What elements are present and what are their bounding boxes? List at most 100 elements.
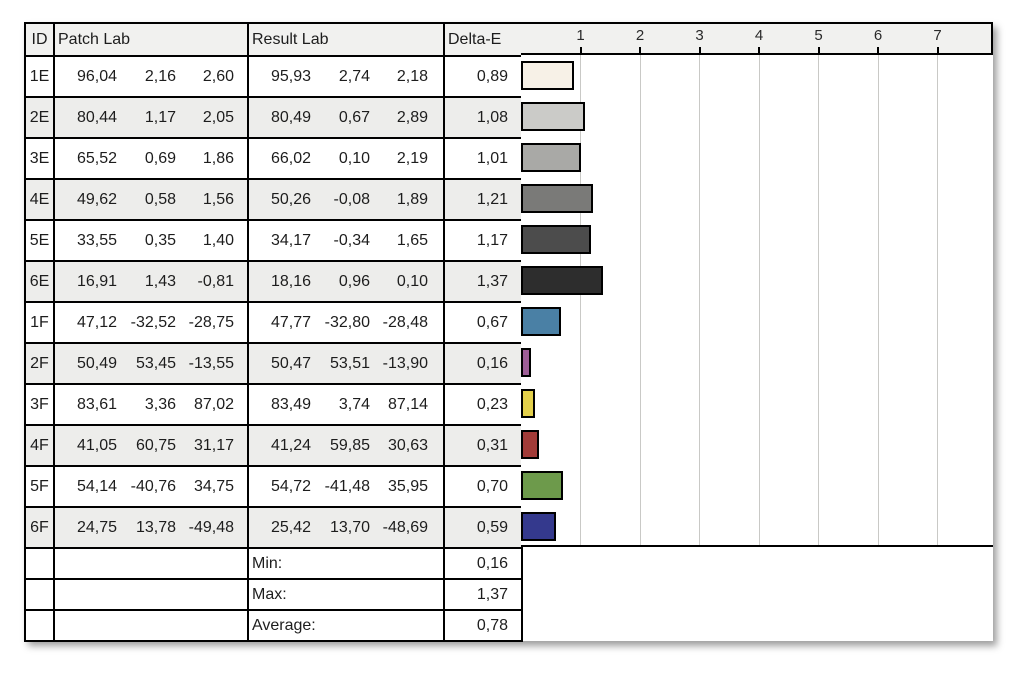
table-row: 4E 49,62 0,58 1,56 50,26 -0,08 1,89 1,21	[24, 178, 523, 221]
patch-id-cell: 5F	[24, 465, 55, 508]
lab-l-value: 80,49	[270, 108, 311, 126]
lab-b-value: 30,63	[387, 436, 428, 454]
axis-tick-label: 1	[576, 27, 585, 44]
summary-value-cell: 0,16	[443, 547, 523, 580]
chart-gridline	[937, 55, 938, 545]
delta-e-value-cell: 0,70	[443, 465, 523, 508]
summary-empty-patch-cell	[53, 578, 249, 611]
patch-id-cell: 2E	[24, 96, 55, 139]
patch-id-cell: 5E	[24, 219, 55, 262]
patch-lab-values: 33,55 0,35 1,40	[56, 231, 246, 250]
patch-id-cell: 3F	[24, 383, 55, 426]
lab-l-value: 33,55	[76, 231, 117, 249]
summary-row: Min: 0,16	[24, 547, 523, 580]
lab-a-value: 0,35	[144, 231, 176, 249]
patch-lab-cell: 50,49 53,45 -13,55	[53, 342, 249, 385]
result-lab-values: 47,77 -32,80 -28,48	[250, 313, 442, 332]
table-row: 1E 96,04 2,16 2,60 95,93 2,74 2,18 0,89	[24, 55, 523, 98]
table-row: 5F 54,14 -40,76 34,75 54,72 -41,48 35,95…	[24, 465, 523, 508]
lab-a-value: 13,70	[329, 518, 370, 536]
lab-b-value: 2,60	[202, 67, 234, 85]
lab-b-value: 1,56	[202, 190, 234, 208]
axis-tick-mark	[936, 47, 939, 53]
patch-lab-cell: 65,52 0,69 1,86	[53, 137, 249, 180]
axis-tick-mark	[698, 47, 701, 53]
table-row: 2F 50,49 53,45 -13,55 50,47 53,51 -13,90…	[24, 342, 523, 385]
lab-a-value: 3,36	[144, 395, 176, 413]
lab-a-value: 0,96	[338, 272, 370, 290]
lab-b-value: 31,17	[193, 436, 234, 454]
lab-a-value: 60,75	[135, 436, 176, 454]
lab-l-value: 83,49	[270, 395, 311, 413]
result-lab-values: 34,17 -0,34 1,65	[250, 232, 442, 250]
patch-lab-cell: 33,55 0,35 1,40	[53, 219, 249, 262]
lab-b-value: 0,10	[396, 272, 428, 290]
result-lab-cell: 34,17 -0,34 1,65	[247, 219, 445, 262]
summary-empty-patch-cell	[53, 609, 249, 642]
table-row: 3F 83,61 3,36 87,02 83,49 3,74 87,14 0,2…	[24, 383, 523, 426]
patch-lab-values: 41,05 60,75 31,17	[56, 436, 246, 455]
result-lab-cell: 54,72 -41,48 35,95	[247, 465, 445, 508]
lab-l-value: 41,05	[76, 436, 117, 454]
table-row: 6E 16,91 1,43 -0,81 18,16 0,96 0,10 1,37	[24, 260, 523, 303]
table-row: 3E 65,52 0,69 1,86 66,02 0,10 2,19 1,01	[24, 137, 523, 180]
delta-e-value-cell: 0,16	[443, 342, 523, 385]
patch-id-cell: 2F	[24, 342, 55, 385]
patch-lab-cell: 80,44 1,17 2,05	[53, 96, 249, 139]
column-header-patch: Patch Lab	[53, 22, 249, 57]
axis-tick-mark	[639, 47, 641, 53]
delta-e-bar-2E	[521, 102, 586, 131]
chart-plot	[521, 55, 993, 547]
lab-a-value: -0,08	[333, 190, 370, 208]
lab-b-value: 2,05	[202, 108, 234, 126]
delta-e-value-cell: 0,89	[443, 55, 523, 98]
chart-gridline	[580, 55, 581, 545]
lab-l-value: 96,04	[76, 67, 117, 85]
chart-gridline	[639, 55, 641, 545]
lab-a-value: 53,51	[329, 354, 370, 372]
lab-l-value: 54,14	[76, 477, 117, 495]
lab-l-value: 24,75	[76, 518, 117, 536]
axis-tick-label: 5	[814, 27, 823, 44]
result-lab-cell: 95,93 2,74 2,18	[247, 55, 445, 98]
delta-e-bar-6F	[521, 512, 557, 541]
lab-l-value: 65,52	[76, 149, 117, 167]
table-row: 6F 24,75 13,78 -49,48 25,42 13,70 -48,69…	[24, 506, 523, 549]
result-lab-cell: 83,49 3,74 87,14	[247, 383, 445, 426]
lab-b-value: 1,86	[202, 149, 234, 167]
result-lab-values: 18,16 0,96 0,10	[250, 272, 442, 291]
summary-row: Max: 1,37	[24, 578, 523, 611]
lab-a-value: 0,69	[144, 149, 176, 167]
chart-gridline	[758, 55, 760, 545]
patch-lab-cell: 16,91 1,43 -0,81	[53, 260, 249, 303]
table-body: 1E 96,04 2,16 2,60 95,93 2,74 2,18 0,89 …	[24, 55, 523, 642]
patch-id-cell: 1F	[24, 301, 55, 344]
patch-lab-cell: 49,62 0,58 1,56	[53, 178, 249, 221]
result-lab-cell: 18,16 0,96 0,10	[247, 260, 445, 303]
lab-a-value: -32,52	[130, 313, 176, 331]
lab-l-value: 25,42	[270, 518, 311, 536]
lab-l-value: 50,47	[270, 354, 311, 372]
patch-lab-values: 54,14 -40,76 34,75	[56, 477, 246, 496]
summary-empty-patch-cell	[53, 547, 249, 580]
lab-b-value: -28,48	[382, 313, 428, 331]
patch-lab-cell: 83,61 3,36 87,02	[53, 383, 249, 426]
patch-lab-values: 49,62 0,58 1,56	[56, 190, 246, 209]
lab-l-value: 41,24	[270, 436, 311, 454]
delta-e-report-panel: ID Patch Lab Result Lab Delta-E 1E 96,04…	[24, 22, 993, 642]
axis-tick-label: 6	[873, 27, 883, 44]
lab-a-value: 53,45	[135, 354, 176, 372]
lab-b-value: -48,69	[382, 518, 428, 536]
result-lab-values: 54,72 -41,48 35,95	[250, 477, 442, 496]
lab-b-value: 87,14	[387, 395, 428, 413]
lab-l-value: 54,72	[270, 477, 311, 495]
patch-lab-cell: 24,75 13,78 -49,48	[53, 506, 249, 549]
table-row: 5E 33,55 0,35 1,40 34,17 -0,34 1,65 1,17	[24, 219, 523, 262]
patch-lab-values: 96,04 2,16 2,60	[56, 67, 246, 86]
result-lab-cell: 50,47 53,51 -13,90	[247, 342, 445, 385]
lab-b-value: 87,02	[193, 395, 234, 413]
lab-l-value: 47,12	[76, 313, 117, 331]
delta-e-value-cell: 1,01	[443, 137, 523, 180]
summary-label-cell: Average:	[247, 609, 445, 642]
summary-empty-id-cell	[24, 547, 55, 580]
